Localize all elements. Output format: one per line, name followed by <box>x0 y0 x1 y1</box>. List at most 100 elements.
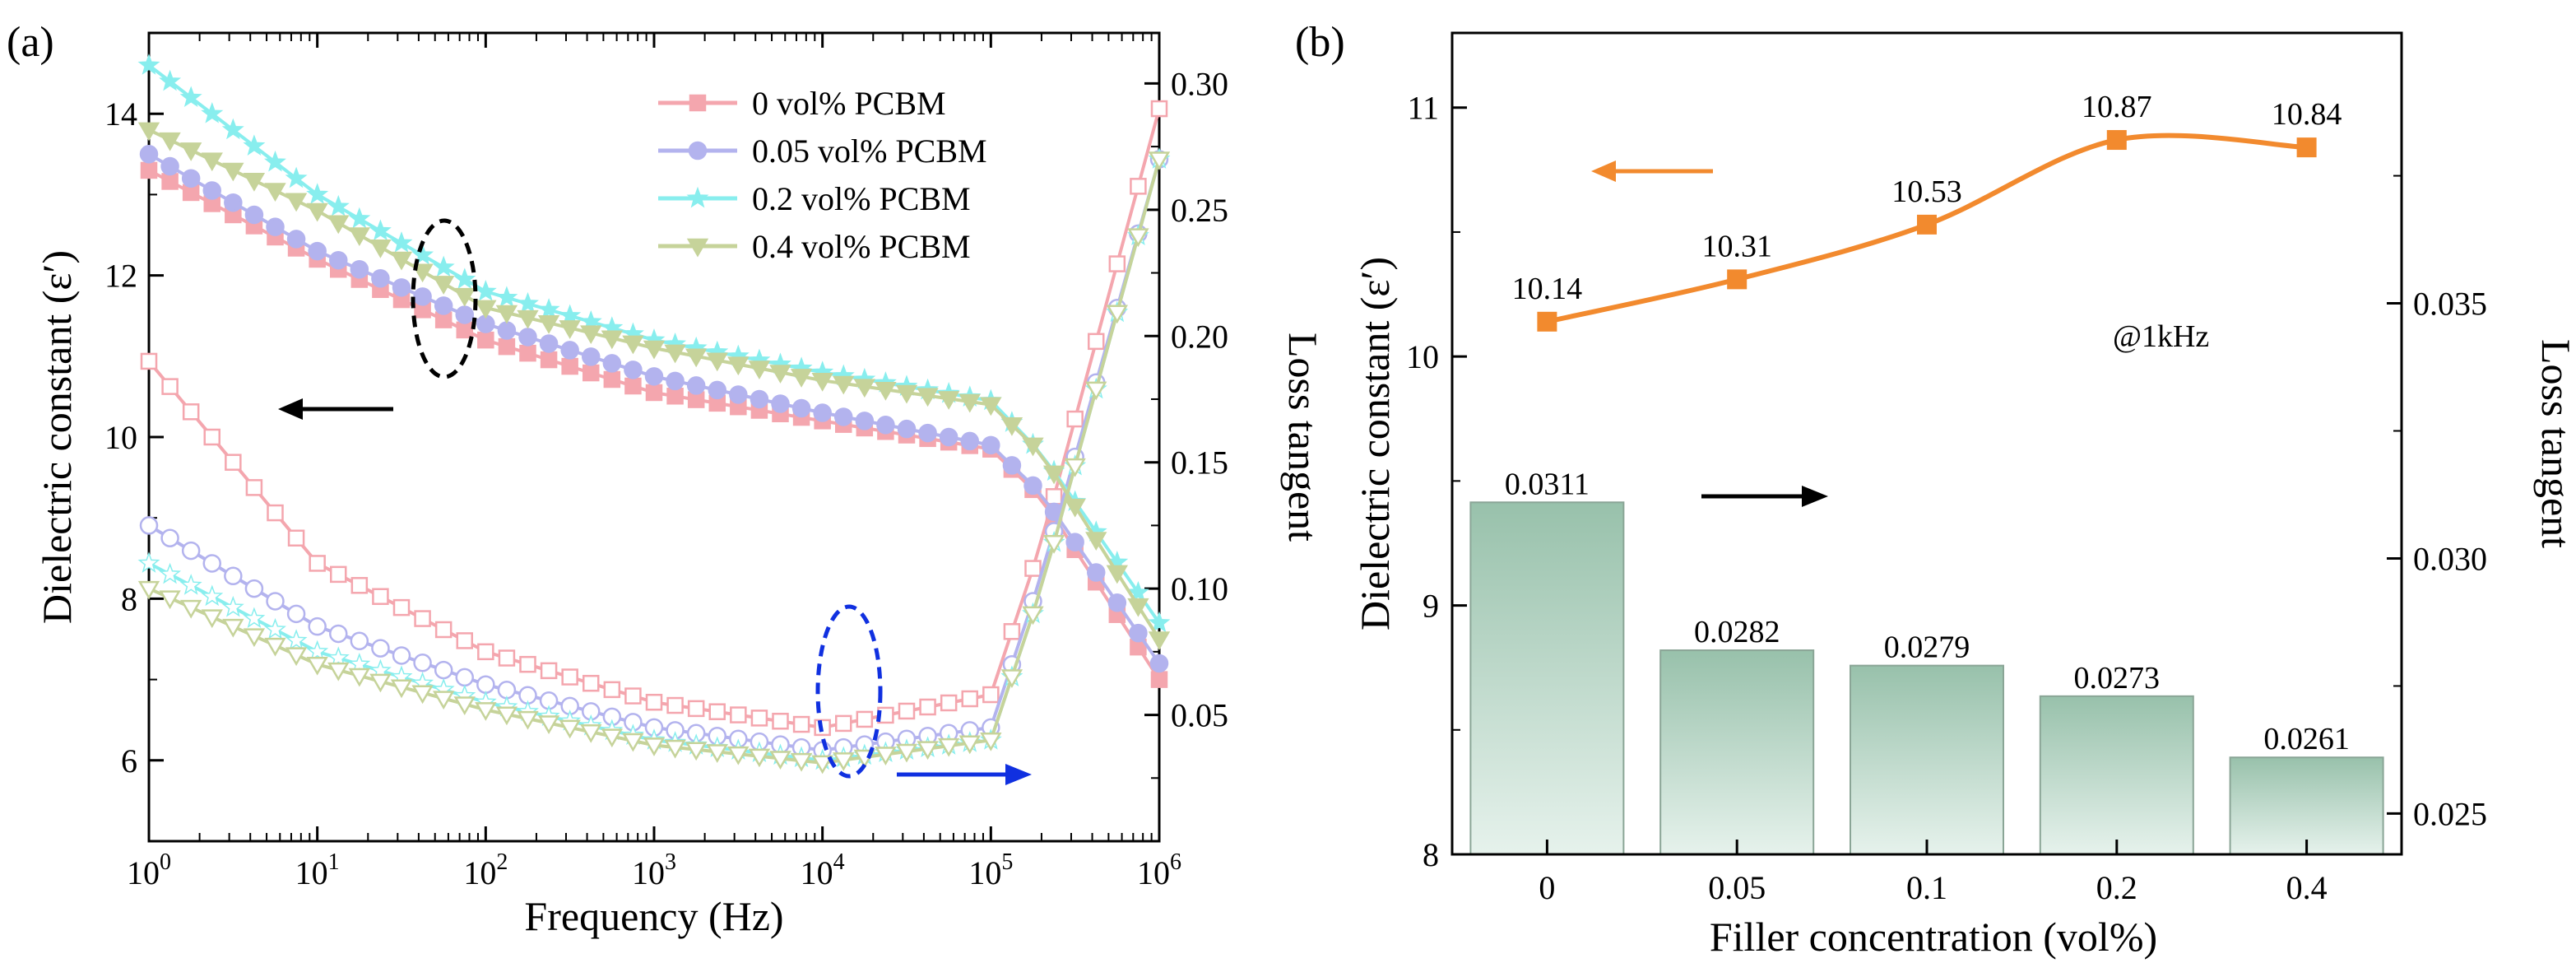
x-tick-label: 102 <box>463 849 508 891</box>
loss-marker <box>159 562 182 584</box>
dielectric-marker <box>559 304 582 326</box>
dielectric-marker <box>1023 476 1042 495</box>
loss-bar <box>2039 695 2194 855</box>
loss-marker <box>221 595 244 617</box>
dielectric-marker <box>1065 533 1084 551</box>
dielectric-marker <box>958 393 981 413</box>
dielectric-marker <box>1000 417 1023 436</box>
dielectric-marker <box>834 407 853 426</box>
loss-marker <box>495 706 518 726</box>
legend-label: 0.05 vol% PCBM <box>752 133 987 170</box>
panel-b-plot: 0.0311 0.0282 0.0279 0.0273 0.0261 10.14 10.3… <box>1352 31 2576 960</box>
dielectric-marker <box>666 371 685 391</box>
dielectric-marker <box>222 162 244 182</box>
dielectric-marker <box>285 193 308 212</box>
loss-marker <box>372 588 389 605</box>
dielectric-marker <box>159 69 182 91</box>
loss-marker <box>1127 228 1149 248</box>
y-left-tick-label: 10 <box>104 419 137 456</box>
dielectric-marker <box>1126 580 1149 602</box>
series-3 <box>137 122 1171 775</box>
legend-label: 0 vol% PCBM <box>752 85 946 122</box>
dielectric-marker <box>327 215 350 235</box>
dielectric-marker <box>474 280 497 301</box>
dielectric-marker <box>960 431 979 451</box>
dielectric-marker <box>917 388 939 407</box>
loss-marker <box>1024 560 1042 577</box>
panel-b-ticks: 0 0.05 0.1 0.2 0.4 8 9 10 11 0.025 0.030 0.035 <box>1406 90 2487 906</box>
dielectric-marker <box>350 259 369 279</box>
panel-a-ticks: 100 101 102 103 104 105 106 6 8 10 12 14 0.05 0.10 0.1… <box>104 33 1228 891</box>
dielectric-marker <box>371 269 390 288</box>
panel-b-line: 10.14 10.31 10.53 10.87 10.84 <box>1512 90 2342 332</box>
loss-marker <box>411 685 434 705</box>
dielectric-marker <box>137 122 160 142</box>
panel-b-xlabel: Filler concentration (vol%) <box>1710 914 2157 960</box>
loss-bar <box>1659 649 1815 855</box>
dielectric-marker <box>791 398 811 418</box>
loss-marker <box>455 668 474 687</box>
dielectric-marker <box>264 183 286 202</box>
ellipse-blue <box>815 604 883 779</box>
panel-b-ylabel-right: Loss tangent <box>2533 339 2576 548</box>
legend-marker <box>686 238 709 258</box>
loss-marker <box>414 610 431 627</box>
dielectric-marker <box>286 230 306 249</box>
dielectric-marker <box>224 193 243 212</box>
dielectric-marker <box>432 255 455 277</box>
dielectric-marker <box>708 380 726 400</box>
dielectric-marker <box>706 352 728 372</box>
loss-marker <box>306 640 329 662</box>
y-left-tick-label: 14 <box>104 95 137 133</box>
loss-marker <box>140 352 158 370</box>
dielectric-marker <box>308 241 327 261</box>
loss-marker <box>580 724 602 743</box>
loss-marker <box>1066 410 1084 428</box>
dielectric-marker <box>221 118 244 140</box>
series-1 <box>139 145 1169 760</box>
dielectric-marker <box>392 278 411 297</box>
loss-marker <box>137 551 160 573</box>
y-right-tick-label: 0.025 <box>2413 795 2487 832</box>
dielectric-marker <box>2106 130 2127 151</box>
dielectric-marker <box>560 341 579 360</box>
loss-marker <box>456 632 473 649</box>
legend-marker <box>689 94 707 112</box>
loss-marker <box>730 706 747 723</box>
dielectric-marker <box>643 340 666 360</box>
dielectric-label: 10.53 <box>1891 174 1962 209</box>
loss-marker <box>244 579 264 598</box>
loss-marker <box>286 604 306 624</box>
loss-marker <box>329 624 348 644</box>
dielectric-marker <box>750 389 769 409</box>
dielectric-marker <box>244 205 264 225</box>
loss-marker <box>895 743 918 763</box>
dielectric-marker <box>181 169 201 188</box>
dielectric-marker <box>518 328 537 347</box>
dielectric-marker <box>517 309 539 329</box>
loss-marker <box>348 668 371 687</box>
dielectric-marker <box>624 377 642 395</box>
dielectric-marker <box>1917 214 1937 235</box>
dielectric-marker <box>159 132 181 151</box>
loss-marker <box>583 674 600 692</box>
loss-marker <box>1003 623 1021 640</box>
loss-marker <box>330 565 347 584</box>
loss-marker <box>453 696 476 716</box>
loss-marker <box>350 631 369 651</box>
loss-marker <box>748 748 771 768</box>
dielectric-marker <box>537 298 560 319</box>
dielectric-marker <box>327 194 350 216</box>
dielectric-label: 10.87 <box>2082 90 2152 124</box>
dielectric-marker <box>202 181 221 200</box>
loss-marker <box>285 647 308 667</box>
dielectric-marker <box>833 375 855 395</box>
dielectric-marker <box>139 145 159 164</box>
loss-marker <box>917 741 939 761</box>
dielectric-marker <box>285 166 308 188</box>
loss-marker <box>264 637 286 657</box>
loss-marker <box>1088 333 1105 351</box>
dielectric-label: 10.31 <box>1701 229 1772 263</box>
loss-marker <box>898 702 916 720</box>
